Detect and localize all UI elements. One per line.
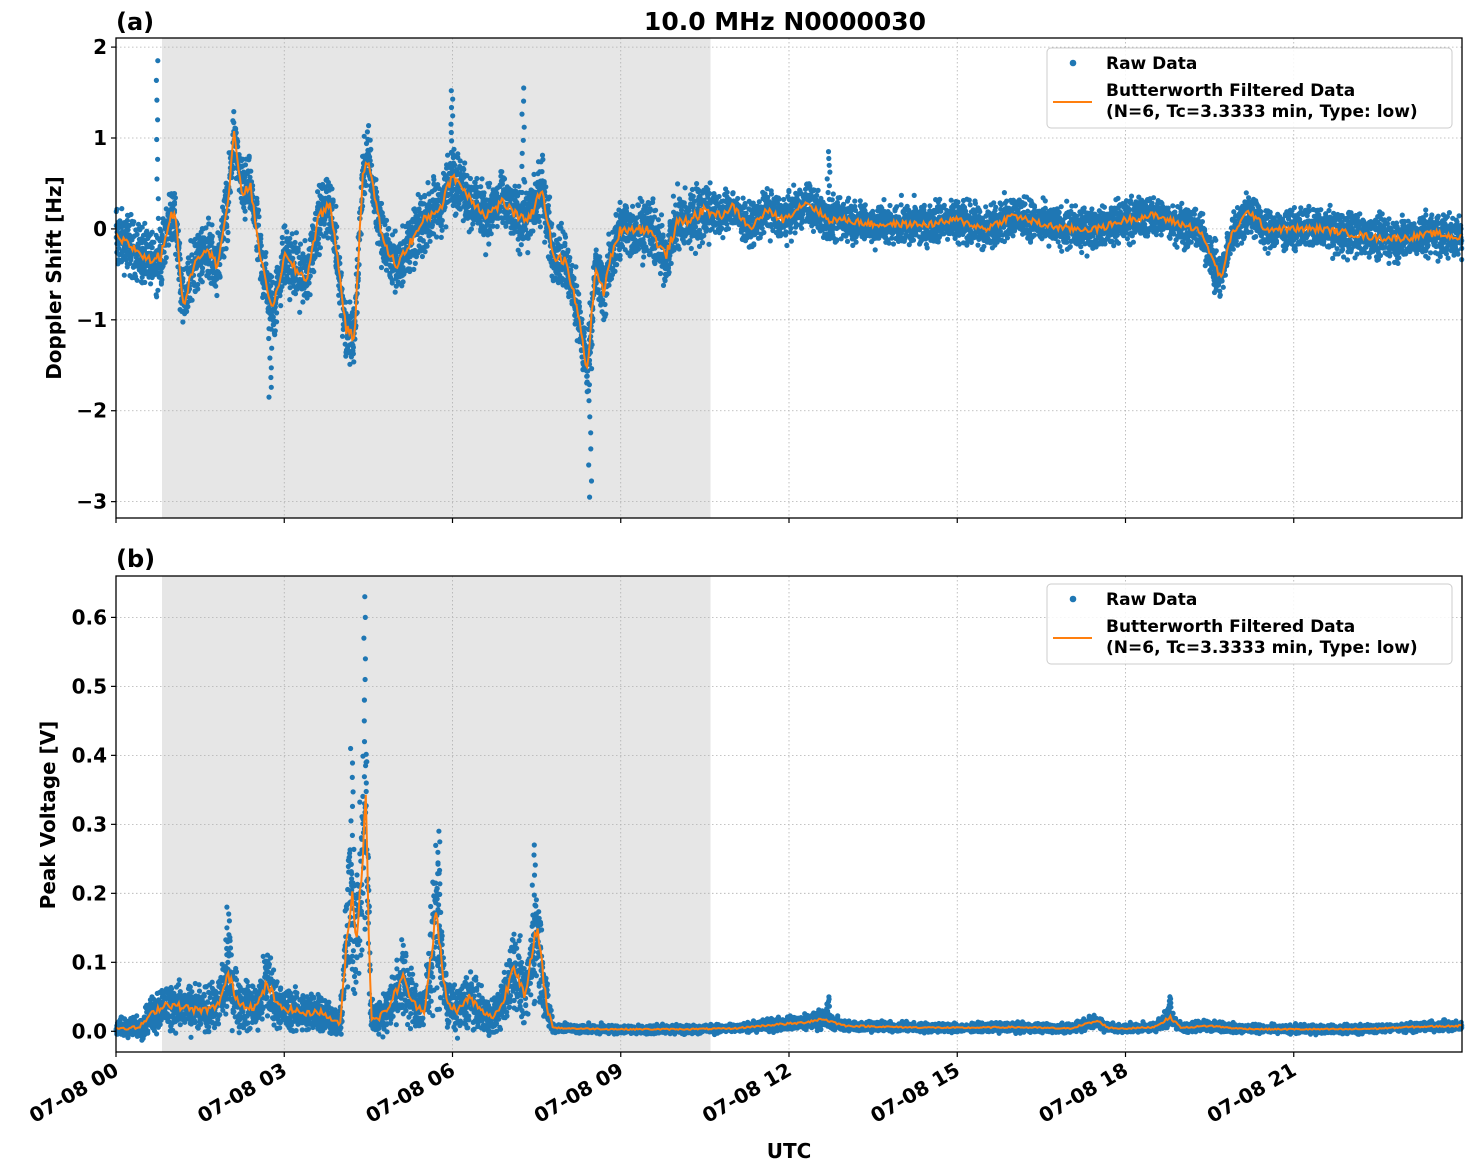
raw-data-marker-icon (1069, 59, 1077, 67)
x-tick-label: 07-08 12 (698, 1058, 796, 1128)
figure-title: 10.0 MHz N0000030 (644, 7, 926, 36)
panel-b-y-ticks: 0.6 0.5 0.4 0.3 0.2 0.1 0.0 (72, 605, 116, 1043)
svg-text:0.4: 0.4 (72, 743, 107, 767)
panel-a-doppler-shift: 2 1 0 −1 −2 −3 (a) 10.0 MHz N0000030 Doppler … (42, 7, 1465, 523)
panel-a-y-label: Doppler Shift [Hz] (42, 176, 66, 380)
svg-text:0.6: 0.6 (72, 605, 107, 629)
svg-text:0.0: 0.0 (72, 1019, 107, 1043)
panel-a-x-ticks (115, 518, 1295, 523)
panel-b-y-label: Peak Voltage [V] (36, 721, 60, 910)
x-tick-label: 07-08 21 (1203, 1058, 1301, 1128)
legend-box (1046, 47, 1453, 129)
x-axis-label: UTC (767, 1139, 812, 1163)
panel-a-legend: Raw Data Butterworth Filtered Data (N=6,… (1046, 47, 1453, 129)
svg-text:−2: −2 (76, 399, 107, 423)
panel-a-label: (a) (116, 8, 154, 36)
panel-a-filtered-line (115, 130, 1463, 370)
legend-filtered-label-2: (N=6, Tc=3.3333 min, Type: low) (1106, 638, 1418, 658)
x-tick-label: 07-08 18 (1034, 1058, 1132, 1128)
legend-raw-label: Raw Data (1106, 54, 1197, 74)
panel-b-peak-voltage: 0.60.50.40.30.20.10.0 07-08 00 07-08 03 07… (25, 545, 1465, 1163)
svg-text:−1: −1 (76, 308, 107, 332)
panel-b-grid (115, 576, 1462, 1052)
raw-data-marker-icon (1069, 595, 1077, 603)
panel-b-raw-scatter (113, 594, 1465, 1043)
svg-text:0.3: 0.3 (72, 812, 107, 836)
svg-text:−3: −3 (76, 490, 107, 514)
x-tick-label: 07-08 00 (25, 1058, 123, 1128)
x-tick-label: 07-08 03 (193, 1058, 291, 1128)
svg-text:0.5: 0.5 (72, 674, 107, 698)
panel-b-filtered-line (115, 794, 1463, 1032)
svg-text:0: 0 (93, 217, 107, 241)
x-tick-label: 07-08 09 (530, 1058, 628, 1128)
legend-filtered-label-1: Butterworth Filtered Data (1106, 617, 1355, 637)
svg-text:0.2: 0.2 (72, 881, 107, 905)
panel-a-y-ticks: 2 1 0 −1 −2 −3 (76, 35, 116, 514)
svg-text:1: 1 (93, 126, 107, 150)
panel-b-legend: Raw Data Butterworth Filtered Data (N=6,… (1046, 583, 1453, 665)
panel-b-shaded-region (161, 576, 711, 1052)
x-tick-label: 07-08 15 (866, 1058, 964, 1128)
legend-filtered-label-2: (N=6, Tc=3.3333 min, Type: low) (1106, 102, 1418, 122)
legend-box (1046, 583, 1453, 665)
x-tick-label: 07-08 06 (361, 1058, 459, 1128)
panel-b-x-ticks: 07-08 00 07-08 03 07-08 06 07-08 09 07-08 12… (25, 1052, 1300, 1128)
legend-filtered-label-1: Butterworth Filtered Data (1106, 81, 1355, 101)
svg-text:2: 2 (93, 35, 107, 59)
svg-text:0.1: 0.1 (72, 950, 107, 974)
panel-a-shaded-region (161, 38, 711, 518)
panel-a-raw-scatter (113, 58, 1465, 500)
legend-raw-label: Raw Data (1106, 590, 1197, 610)
panel-b-label: (b) (116, 545, 155, 573)
